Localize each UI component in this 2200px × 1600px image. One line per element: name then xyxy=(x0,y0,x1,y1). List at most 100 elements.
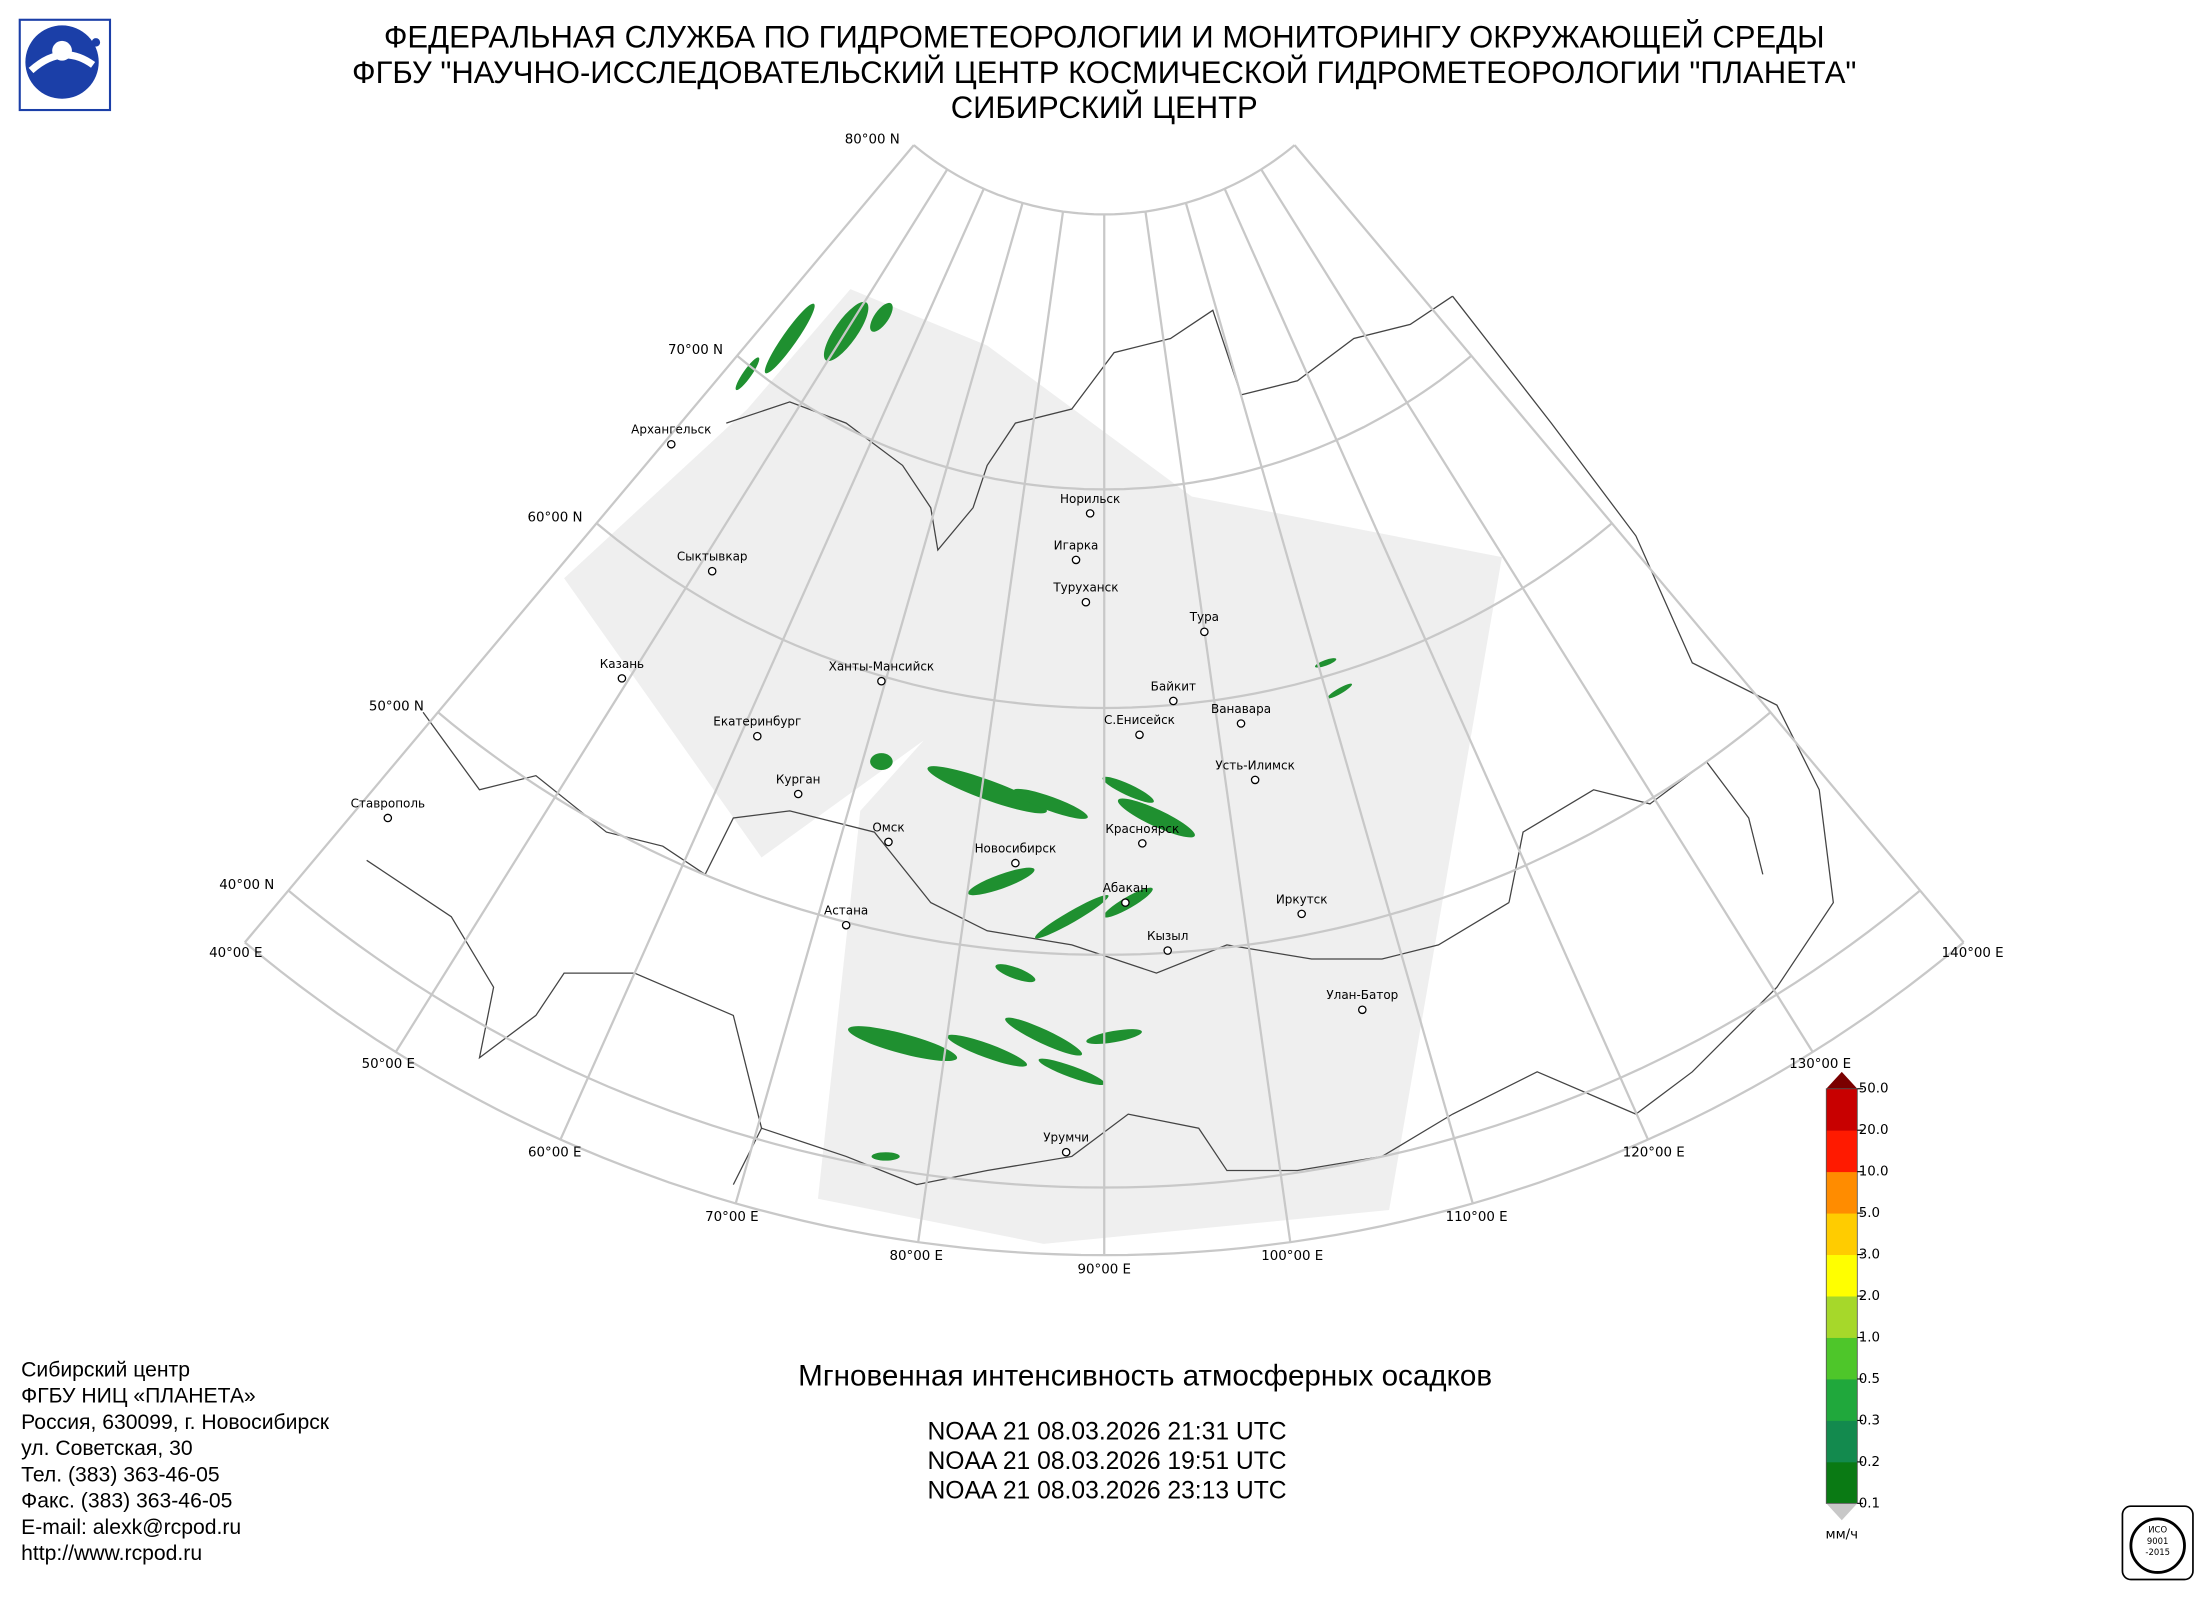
legend: 0.1 0.2 0.3 0.5 1.0 2.0 3.0 5.0 10.0 20.0 50.0 мм/ч xyxy=(1825,1071,1889,1542)
contact-line: Сибирский центр xyxy=(21,1358,190,1381)
city-label: Улан-Батор xyxy=(1326,988,1398,1002)
border xyxy=(366,859,763,1185)
lon-label: 60°00 E xyxy=(528,1145,581,1160)
lat-label: 40°00 N xyxy=(219,878,274,893)
precipitation-area xyxy=(995,964,1036,983)
precipitation-area xyxy=(927,766,1047,814)
precipitation-area xyxy=(1102,776,1154,803)
lat-label: 50°00 N xyxy=(369,700,424,715)
legend-swatch xyxy=(1826,1213,1858,1256)
city-marker xyxy=(1169,696,1178,706)
city-label: Новосибирск xyxy=(975,842,1057,856)
city-marker xyxy=(1163,946,1172,955)
city-label: Красноярск xyxy=(1105,822,1179,836)
city-marker xyxy=(1135,730,1144,740)
contact-line: E-mail: alexk@rcpod.ru xyxy=(21,1516,241,1539)
meridian xyxy=(917,211,1065,1243)
legend-label: 0.5 xyxy=(1859,1372,1880,1387)
legend-label: 5.0 xyxy=(1859,1206,1880,1221)
pass-line: NOAA 21 08.03.2026 23:13 UTC xyxy=(927,1478,1286,1505)
precipitation-area xyxy=(1038,1058,1105,1085)
contact-line: Россия, 630099, г. Новосибирск xyxy=(21,1411,330,1434)
lon-label: 100°00 E xyxy=(1261,1249,1323,1264)
lon-label: 40°00 E xyxy=(209,946,262,961)
meridian xyxy=(1184,202,1474,1204)
lat-label: 70°00 N xyxy=(668,343,723,358)
precipitation-area xyxy=(871,1152,900,1161)
header-line: СИБИРСКИЙ ЦЕНТР xyxy=(951,89,1258,125)
meridian xyxy=(244,144,915,944)
legend-label: 10.0 xyxy=(1859,1165,1889,1180)
precipitation-area xyxy=(947,1034,1028,1067)
legend-swatch xyxy=(1826,1254,1858,1297)
pass-line: NOAA 21 08.03.2026 19:51 UTC xyxy=(927,1448,1286,1475)
city-marker xyxy=(666,439,676,449)
city-marker xyxy=(617,674,627,683)
header-line: ФЕДЕРАЛЬНАЯ СЛУЖБА ПО ГИДРОМЕТЕОРОЛОГИИ … xyxy=(384,19,1825,55)
city-marker xyxy=(1358,1005,1367,1015)
precipitation-area xyxy=(1327,683,1353,699)
legend-label: 2.0 xyxy=(1859,1289,1880,1304)
legend-swatch xyxy=(1826,1130,1858,1173)
contact-line: http://www.rcpod.ru xyxy=(21,1542,202,1565)
city-label: Усть-Илимск xyxy=(1215,758,1294,772)
city-label: Ханты-Мансийск xyxy=(829,660,935,674)
pass-line: NOAA 21 08.03.2026 21:31 UTC xyxy=(927,1418,1286,1445)
legend-swatch xyxy=(1826,1171,1858,1214)
city-marker xyxy=(884,837,893,847)
legend-label: 20.0 xyxy=(1859,1123,1889,1138)
city-marker xyxy=(1121,898,1130,907)
precipitation-area xyxy=(848,1026,958,1062)
legend-swatch xyxy=(1826,1296,1858,1338)
badge: ИСО 9001 -2015 xyxy=(2121,1505,2194,1581)
legend-label: 50.0 xyxy=(1859,1082,1889,1097)
footer: Мгновенная интенсивность атмосферных оса… xyxy=(21,1358,1492,1565)
lat-label: 60°00 N xyxy=(528,511,583,526)
precipitation-area xyxy=(1314,658,1337,668)
precipitation-area xyxy=(735,357,760,391)
border xyxy=(761,1071,1637,1186)
lon-label: 120°00 E xyxy=(1623,1145,1685,1160)
border xyxy=(1508,760,1764,903)
legend-label: 3.0 xyxy=(1859,1248,1880,1263)
meridian xyxy=(1260,168,1814,1053)
legend-label: 0.2 xyxy=(1859,1455,1880,1470)
city-marker xyxy=(1138,839,1147,848)
precipitation-area xyxy=(1013,788,1088,819)
precipitation-area xyxy=(1086,1029,1142,1044)
city-label: Игарка xyxy=(1054,538,1099,552)
contact-line: Факс. (383) 363-46-05 xyxy=(21,1490,232,1513)
city-marker xyxy=(1236,719,1246,728)
legend-swatch xyxy=(1826,1337,1858,1380)
lon-label: 80°00 E xyxy=(889,1249,942,1264)
legend-label: 0.3 xyxy=(1859,1413,1880,1428)
city-marker xyxy=(877,676,886,686)
precipitation-area xyxy=(870,753,893,771)
legend-swatch xyxy=(1826,1420,1858,1463)
city-marker xyxy=(1081,597,1091,607)
city-marker xyxy=(1071,555,1081,565)
precipitation-area xyxy=(870,302,893,332)
city-label: Кызыл xyxy=(1147,929,1188,943)
city-marker xyxy=(841,920,851,930)
city-label: Сыктывкар xyxy=(677,550,748,564)
city-label: Астана xyxy=(824,904,868,918)
map: 80°00 N 70°00 N 60°00 N 50°00 N 40°00 N 40°00… xyxy=(209,132,2004,1277)
contact-line: ФГБУ НИЦ «ПЛАНЕТА» xyxy=(21,1385,256,1408)
precipitation-area xyxy=(968,867,1035,896)
header: ФЕДЕРАЛЬНАЯ СЛУЖБА ПО ГИДРОМЕТЕОРОЛОГИИ … xyxy=(352,19,1856,126)
city-label: Иркутск xyxy=(1276,892,1328,906)
precipitation-area xyxy=(764,303,815,374)
contact-line: Тел. (383) 363-46-05 xyxy=(21,1463,219,1486)
city-label: Курган xyxy=(776,772,821,786)
city-label: Екатеринбург xyxy=(713,715,801,729)
city-label: Туруханск xyxy=(1052,581,1118,595)
city-marker xyxy=(383,813,393,823)
badge-text: -2015 xyxy=(2145,1547,2170,1557)
city-label: Урумчи xyxy=(1043,1131,1089,1145)
lon-label: 90°00 E xyxy=(1078,1262,1131,1277)
lon-label: 130°00 E xyxy=(1789,1057,1851,1072)
badge-text: ИСО xyxy=(2148,1525,2167,1535)
meridian xyxy=(559,188,985,1141)
